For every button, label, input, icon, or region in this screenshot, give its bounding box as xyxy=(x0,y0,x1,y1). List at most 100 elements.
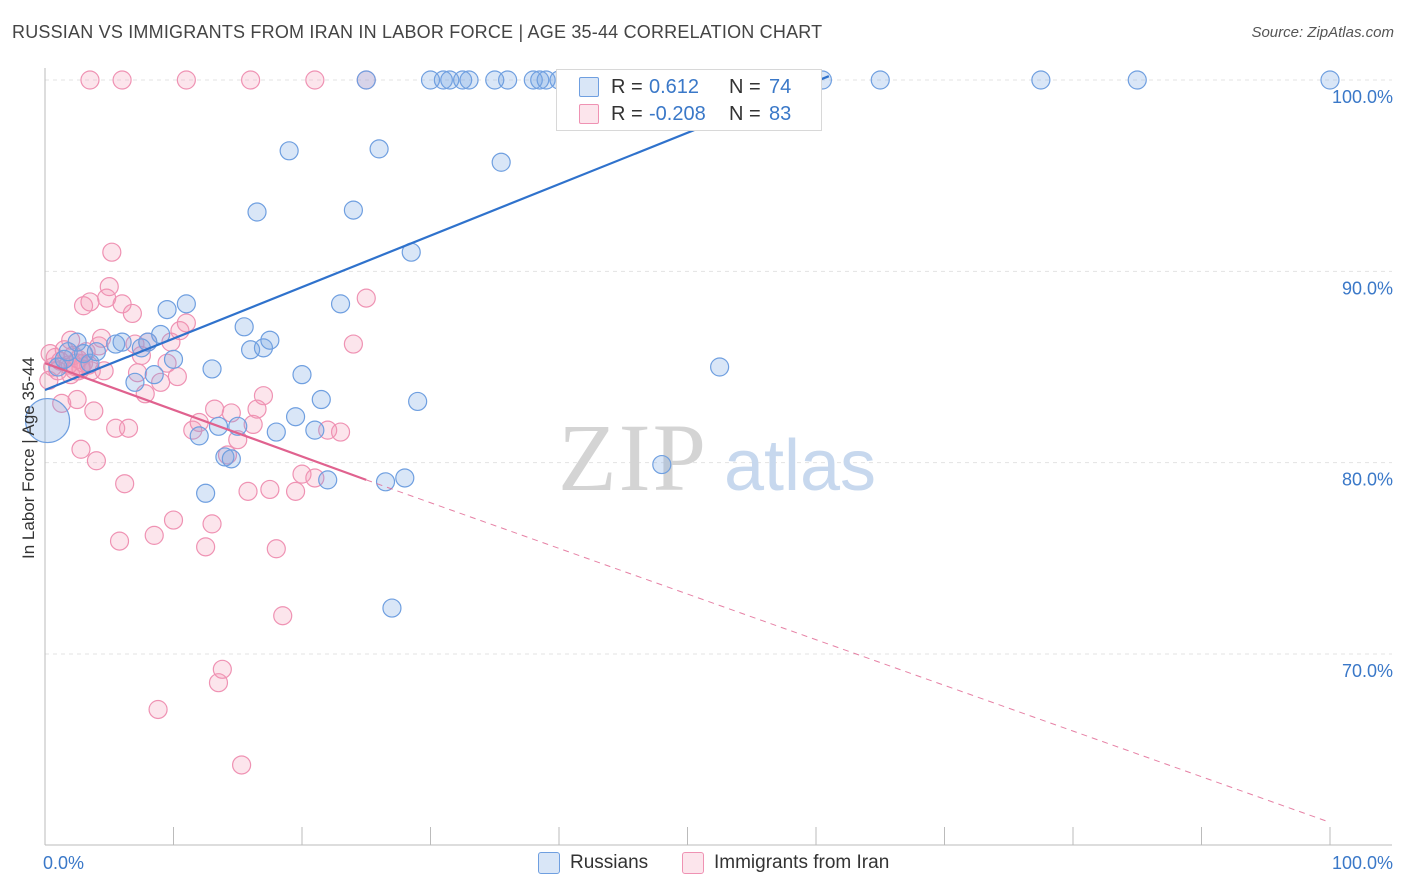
y-tick-label: 80.0% xyxy=(1342,470,1393,490)
data-point-iran xyxy=(148,699,168,720)
legend-row-iran: R = -0.208 N = 83 xyxy=(579,102,791,126)
data-point-iran xyxy=(99,277,119,297)
data-point-iran xyxy=(260,479,280,500)
data-point-iran xyxy=(86,451,107,471)
data-point-iran xyxy=(71,439,91,459)
x-tick-label: 0.0% xyxy=(43,853,84,873)
legend-swatch-iran xyxy=(682,852,704,874)
axes xyxy=(44,68,1392,846)
watermark-zip: ZIP xyxy=(558,404,708,511)
n-label: N = xyxy=(729,75,761,98)
data-point-russian xyxy=(285,407,306,427)
data-point-iran xyxy=(80,70,100,90)
data-point-iran xyxy=(151,372,171,392)
data-point-russian xyxy=(318,470,338,490)
data-point-russian xyxy=(279,141,299,161)
data-point-iran xyxy=(102,242,122,262)
legend-swatch-russians xyxy=(579,77,599,97)
data-point-russian xyxy=(395,468,415,488)
series-legend: Russians Immigrants from Iran xyxy=(0,852,1406,878)
data-point-russian xyxy=(253,338,274,358)
data-point-russian xyxy=(292,365,312,385)
data-point-russian xyxy=(356,70,376,90)
legend-label-iran: Immigrants from Iran xyxy=(714,852,890,873)
data-point-iran xyxy=(241,70,261,90)
data-point-iran xyxy=(122,303,142,324)
data-point-russian xyxy=(176,294,196,314)
legend-swatch-iran xyxy=(579,104,599,124)
n-value: 74 xyxy=(769,75,792,98)
n-value: 83 xyxy=(769,102,792,125)
y-axis-label: In Labor Force | Age 35-44 xyxy=(19,357,38,559)
data-point-iran xyxy=(285,481,306,501)
data-point-iran xyxy=(109,531,130,551)
data-point-iran xyxy=(305,70,325,90)
trend-line-iran xyxy=(44,362,367,481)
data-point-russian xyxy=(234,317,254,337)
data-point-russian xyxy=(433,70,453,90)
n-label: N = xyxy=(729,102,761,125)
tick-labels: 100.0% 90.0% 80.0% 70.0% 0.0% 100.0% xyxy=(43,87,1393,873)
data-point-russian xyxy=(221,449,241,469)
data-point-russian xyxy=(266,422,286,442)
data-point-russian xyxy=(311,389,331,410)
data-point-iran xyxy=(266,539,286,559)
data-point-russian xyxy=(382,598,402,618)
data-point-russian xyxy=(710,357,730,377)
stats-legend: R = 0.612 N = 74 R = -0.208 N = 83 xyxy=(556,69,822,131)
data-point-iran xyxy=(80,292,100,312)
data-point-iran xyxy=(196,537,216,557)
data-point-iran xyxy=(243,414,263,434)
data-point-russian xyxy=(260,330,280,350)
r-label: R = xyxy=(611,102,643,125)
legend-item-russians[interactable]: Russians xyxy=(538,852,648,874)
y-tick-label: 100.0% xyxy=(1332,87,1393,107)
data-point-russian xyxy=(1031,70,1051,90)
data-point-russian xyxy=(330,294,351,314)
data-point-iran xyxy=(343,334,363,354)
legend-swatch-russians xyxy=(538,852,560,874)
data-point-iran xyxy=(202,514,222,534)
data-point-iran xyxy=(176,313,196,333)
trend-line-iran-extended xyxy=(366,479,1331,823)
r-label: R = xyxy=(611,75,643,98)
data-point-russian xyxy=(144,365,164,385)
data-point-russian xyxy=(369,139,389,159)
data-point-iran xyxy=(118,418,139,438)
series-russians-points xyxy=(24,70,1340,618)
data-point-iran xyxy=(144,525,164,545)
legend-label-russians: Russians xyxy=(570,852,649,873)
r-value: 0.612 xyxy=(649,75,700,98)
data-point-iran xyxy=(112,70,132,90)
data-point-iran xyxy=(163,510,184,530)
data-point-russian xyxy=(491,152,511,172)
data-point-russian xyxy=(163,349,184,369)
r-value: -0.208 xyxy=(649,102,706,125)
legend-row-russians: R = 0.612 N = 74 xyxy=(579,75,791,99)
data-point-russian xyxy=(343,200,363,220)
data-point-russian xyxy=(196,483,216,503)
chart-title: RUSSIAN VS IMMIGRANTS FROM IRAN IN LABOR… xyxy=(12,22,823,42)
data-point-russian xyxy=(870,70,890,90)
data-point-russian xyxy=(498,70,518,90)
data-point-russian xyxy=(202,359,222,379)
data-point-iran xyxy=(67,389,87,410)
data-point-iran xyxy=(84,401,104,421)
series-iran-points xyxy=(39,70,376,775)
data-point-iran xyxy=(273,606,293,626)
data-point-iran xyxy=(356,288,376,308)
data-point-russian xyxy=(652,454,672,475)
data-point-iran xyxy=(167,366,187,387)
data-point-russian xyxy=(112,332,132,352)
data-point-russian xyxy=(530,70,550,90)
data-point-iran xyxy=(253,386,274,406)
data-point-iran xyxy=(176,70,196,90)
data-point-iran xyxy=(232,755,252,775)
data-point-iran xyxy=(212,659,232,679)
source-label: Source: ZipAtlas.com xyxy=(1251,24,1394,41)
data-point-iran xyxy=(292,464,312,484)
data-point-russian xyxy=(247,202,267,222)
legend-item-iran[interactable]: Immigrants from Iran xyxy=(682,852,889,874)
data-point-russian xyxy=(453,70,473,90)
